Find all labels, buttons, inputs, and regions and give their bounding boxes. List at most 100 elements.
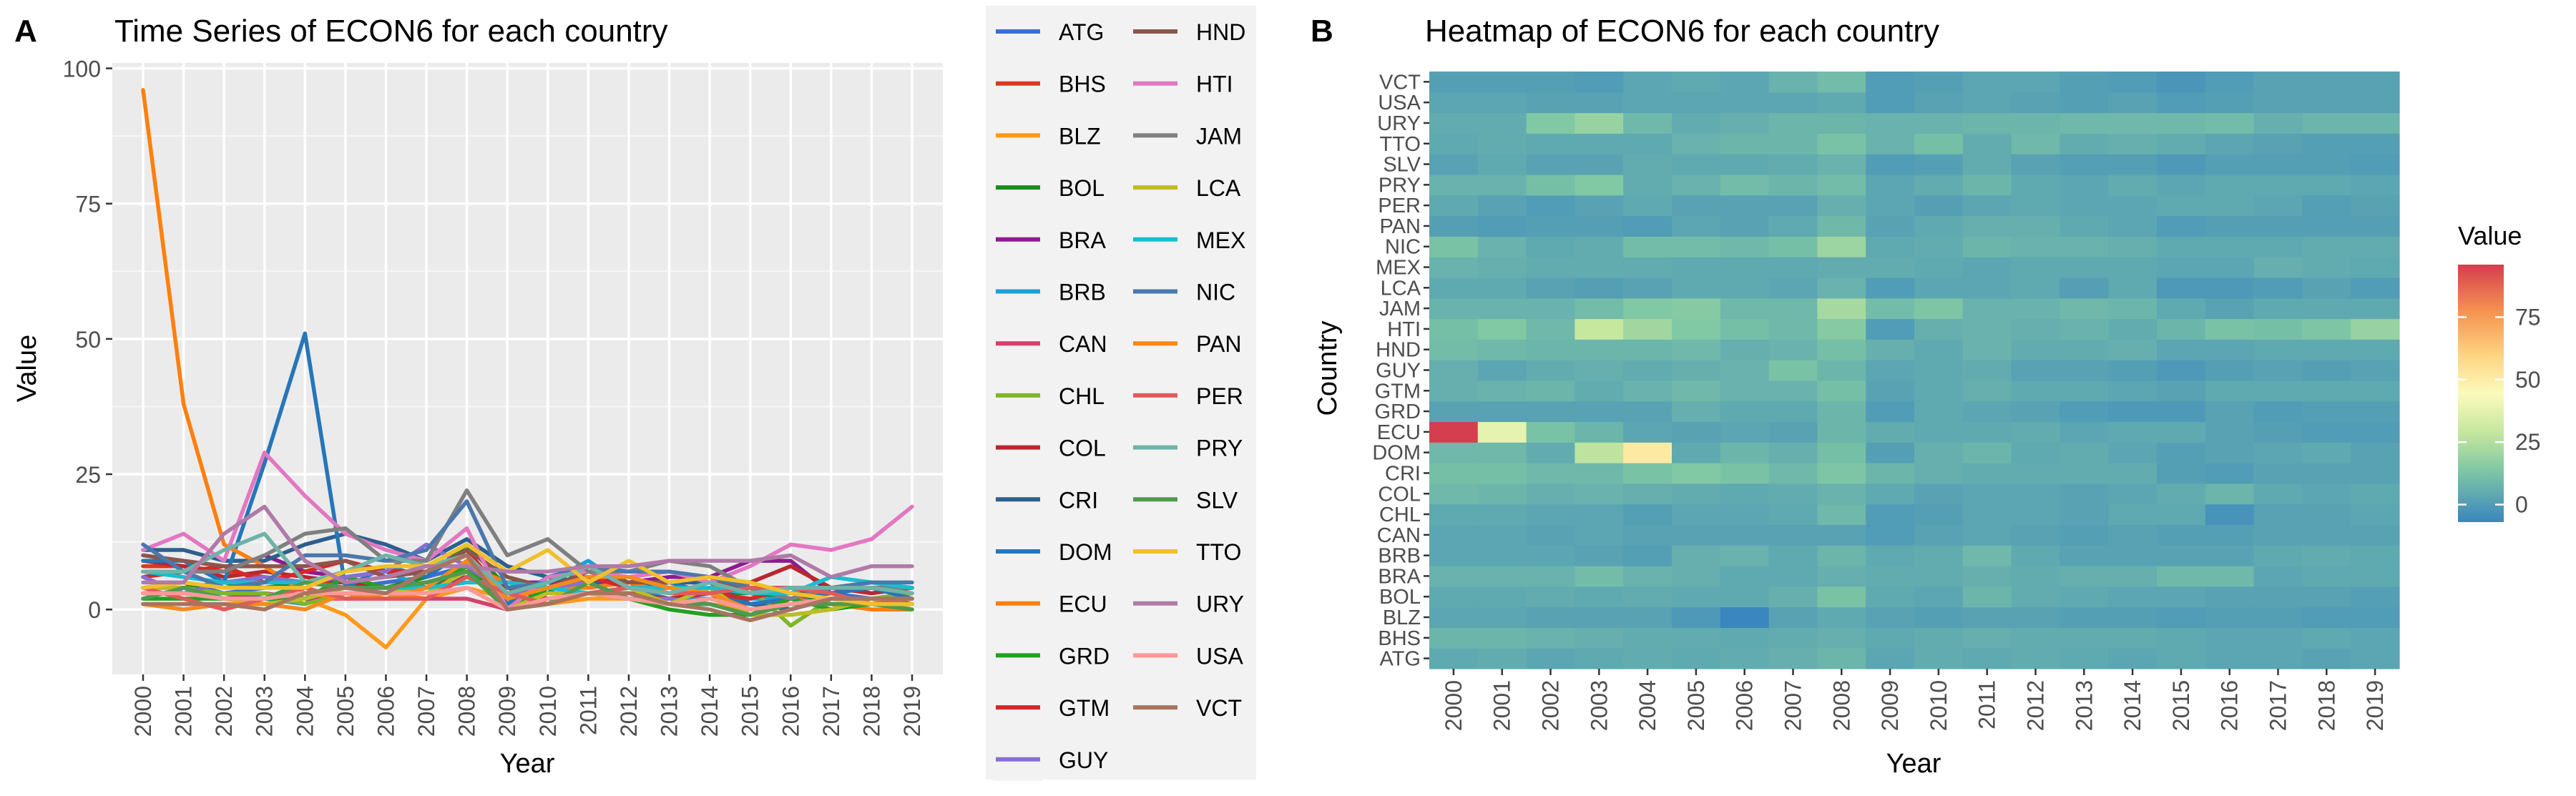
heatmap-cell-ecu xyxy=(2205,421,2255,443)
legend-label-jam: JAM xyxy=(1196,123,1242,149)
heatmap-cell-blz xyxy=(1768,606,1818,629)
heatmap-cell-atg xyxy=(2060,648,2109,669)
heatmap-cell-jam xyxy=(2157,298,2206,320)
heatmap-cell-guy xyxy=(1866,360,1915,381)
heatmap-cell-blz xyxy=(1672,606,1721,629)
heatmap-cell-chl xyxy=(2060,503,2109,526)
heatmap-cell-can xyxy=(2253,524,2303,546)
heatmap-cell-jam xyxy=(1429,298,1479,320)
colorbar-tick-label: 50 xyxy=(2515,367,2541,393)
heatmap-cell-hti xyxy=(1962,318,2012,340)
heatmap-cell-grd xyxy=(1817,401,1866,423)
heatmap-cell-jam xyxy=(1575,298,1624,320)
legend-label-mex: MEX xyxy=(1196,227,1245,253)
heatmap-cell-can xyxy=(1914,524,1964,546)
heatmap-cell-guy xyxy=(1672,360,1721,381)
heatmap-cell-bhs xyxy=(1477,627,1527,649)
heatmap-cell-ury xyxy=(2060,112,2109,134)
heatmap-cell-per xyxy=(2108,195,2158,217)
heatmap-cell-col xyxy=(1866,483,1915,505)
y-tick-label: 0 xyxy=(88,597,101,623)
heatmap-cell-dom xyxy=(1672,442,1721,463)
heatmap-cell-pry xyxy=(2253,174,2303,196)
heatmap-cell-vct xyxy=(1477,72,1527,93)
heatmap-cell-bhs xyxy=(1817,627,1866,649)
heatmap-cell-cri xyxy=(1623,463,1673,484)
heatmap-cell-bhs xyxy=(2060,627,2109,649)
heatmap-cell-mex xyxy=(1914,257,1964,278)
heatmap-cell-dom xyxy=(1866,442,1915,463)
heatmap-cell-atg xyxy=(1768,648,1818,669)
heatmap-cell-hnd xyxy=(1429,339,1479,360)
y-tick-label: 100 xyxy=(63,56,101,82)
heatmap-cell-ury xyxy=(2302,112,2351,134)
heatmap-cell-dom xyxy=(2157,442,2206,463)
heatmap-cell-atg xyxy=(1623,648,1673,669)
heatmap-cell-hti xyxy=(1768,318,1818,340)
heatmap-cell-hti xyxy=(1429,318,1479,340)
heatmap-cell-lca xyxy=(2011,277,2060,299)
panel-b-title: Heatmap of ECON6 for each country xyxy=(1425,14,1939,49)
heatmap-cell-brb xyxy=(1914,545,1964,566)
heatmap-cell-pan xyxy=(2011,215,2060,237)
country-label: MEX xyxy=(1376,257,1421,280)
heatmap-cell-cri xyxy=(1526,463,1575,484)
heatmap-cell-lca xyxy=(1768,277,1818,299)
heatmap-cell-lca xyxy=(2205,277,2255,299)
heatmap-cell-gtm xyxy=(2253,380,2303,402)
heatmap-cell-lca xyxy=(2157,277,2206,299)
x-tick-label: 2005 xyxy=(333,686,358,737)
heatmap-cell-grd xyxy=(1575,401,1624,423)
colorbar-tick-label: 25 xyxy=(2515,429,2541,455)
heatmap-cell-bol xyxy=(2205,586,2255,608)
heatmap-cell-bol xyxy=(1962,586,2012,608)
country-label: GTM xyxy=(1375,380,1421,403)
heatmap-cell-grd xyxy=(2011,401,2060,423)
heatmap-cell-hti xyxy=(1575,318,1624,340)
heatmap-cell-brb xyxy=(1817,545,1866,566)
series-line-pry xyxy=(141,531,914,596)
heatmap-cell-bhs xyxy=(2351,627,2400,649)
heatmap-cell-dom xyxy=(2011,442,2060,463)
heatmap-cell-slv xyxy=(2253,154,2303,175)
x-tick-label: 2014 xyxy=(2120,680,2145,731)
heatmap-cell-hnd xyxy=(1914,339,1964,360)
heatmap-cell-gtm xyxy=(1575,380,1624,402)
heatmap-cell-guy xyxy=(2011,360,2060,381)
heatmap-cell-hti xyxy=(2253,318,2303,340)
x-tick-label: 2010 xyxy=(1926,680,1951,731)
heatmap-cell-brb xyxy=(2205,545,2255,566)
heatmap-cell-cri xyxy=(1672,463,1721,484)
heatmap-cell-lca xyxy=(1429,277,1479,299)
heatmap-cell-brb xyxy=(1720,545,1770,566)
heatmap-cell-cri xyxy=(2011,463,2060,484)
legend-label-col: COL xyxy=(1059,436,1106,461)
x-tick-label: 2006 xyxy=(373,686,398,737)
heatmap-cell-jam xyxy=(2205,298,2255,320)
heatmap-cell-dom xyxy=(1914,442,1964,463)
x-tick-label: 2012 xyxy=(616,686,642,737)
country-label: PRY xyxy=(1378,174,1421,197)
heatmap-cell-mex xyxy=(1477,257,1527,278)
heatmap-cell-bra xyxy=(1914,566,1964,587)
heatmap-cell-can xyxy=(1768,524,1818,546)
heatmap-cell-col xyxy=(1429,483,1479,505)
heatmap-cell-pan xyxy=(2108,215,2158,237)
heatmap-cell-lca xyxy=(2351,277,2400,299)
heatmap-cell-vct xyxy=(1623,72,1673,93)
heatmap-cell-hnd xyxy=(1866,339,1915,360)
heatmap-cell-mex xyxy=(1429,257,1479,278)
heatmap-cell-pry xyxy=(1866,174,1915,196)
heatmap-cell-slv xyxy=(2157,154,2206,175)
heatmap-cell-jam xyxy=(1477,298,1527,320)
heatmap-cell-bol xyxy=(1672,586,1721,608)
heatmap-cell-mex xyxy=(1720,257,1770,278)
heatmap-cell-slv xyxy=(2302,154,2351,175)
country-label: CAN xyxy=(1377,524,1421,547)
country-label: TTO xyxy=(1380,133,1421,156)
heatmap-cell-guy xyxy=(1914,360,1964,381)
heatmap-cell-brb xyxy=(1866,545,1915,566)
heatmap-cell-blz xyxy=(2253,606,2303,629)
x-tick-label: 2019 xyxy=(2362,680,2388,731)
